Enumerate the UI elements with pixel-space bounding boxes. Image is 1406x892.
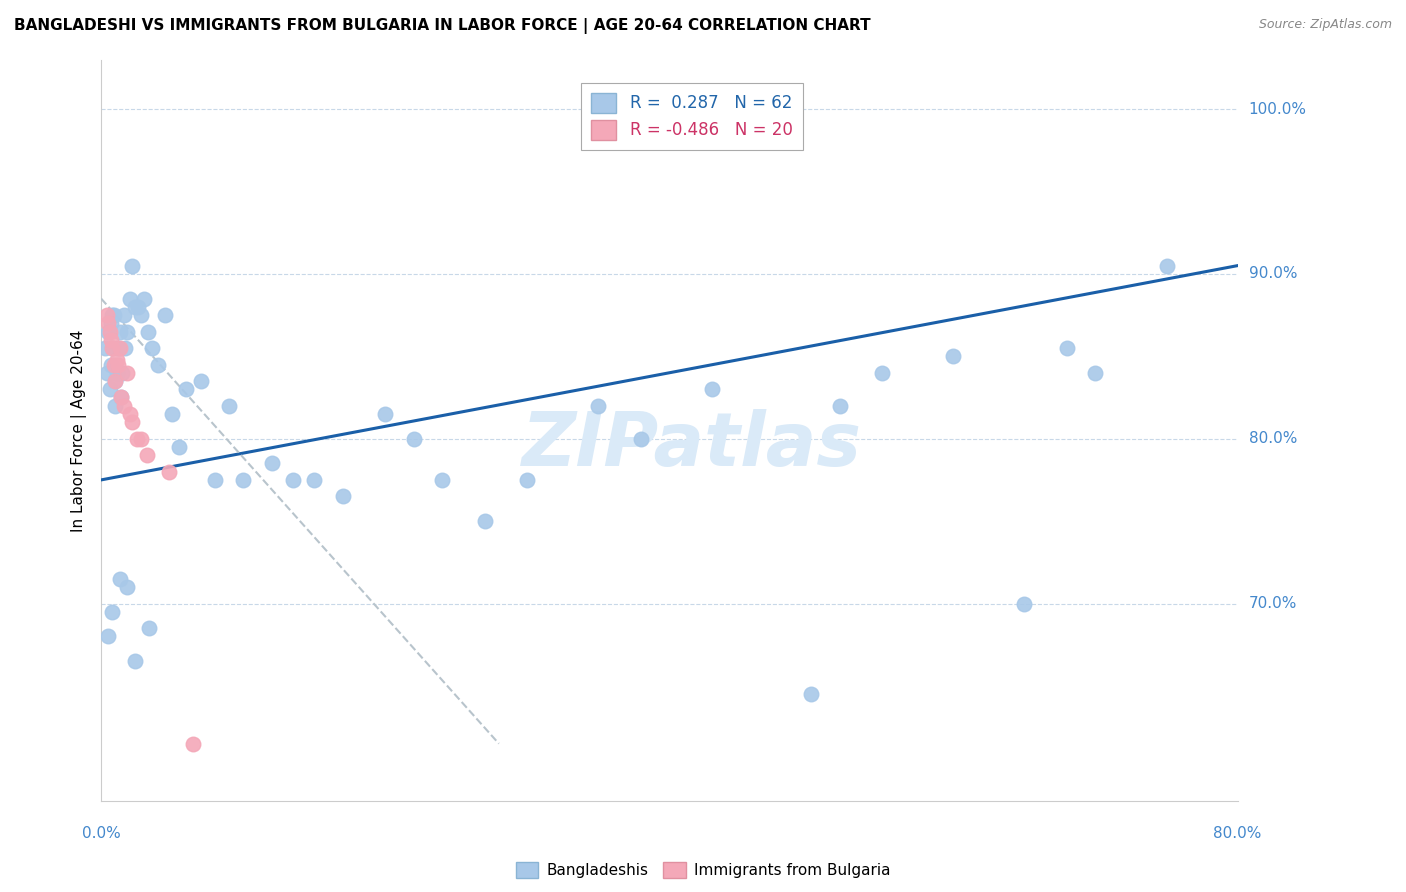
Point — [111, 366, 134, 380]
Point — [110, 391, 132, 405]
Point — [118, 407, 141, 421]
Point — [96, 308, 118, 322]
Text: BANGLADESHI VS IMMIGRANTS FROM BULGARIA IN LABOR FORCE | AGE 20-64 CORRELATION C: BANGLADESHI VS IMMIGRANTS FROM BULGARIA … — [14, 18, 870, 34]
Point — [630, 432, 652, 446]
Point — [160, 407, 183, 421]
Point — [101, 341, 124, 355]
Text: 80.0%: 80.0% — [1249, 431, 1296, 446]
Point — [101, 341, 124, 355]
Point — [98, 325, 121, 339]
Point — [124, 300, 146, 314]
Point — [97, 630, 120, 644]
Point — [105, 366, 128, 380]
Point — [110, 391, 132, 405]
Point — [167, 440, 190, 454]
Point — [118, 292, 141, 306]
Point — [129, 432, 152, 446]
Point — [204, 473, 226, 487]
Point — [108, 572, 131, 586]
Point — [1014, 597, 1036, 611]
Point — [146, 358, 169, 372]
Point — [190, 374, 212, 388]
Point — [302, 473, 325, 487]
Point — [176, 382, 198, 396]
Point — [115, 325, 138, 339]
Legend: Bangladeshis, Immigrants from Bulgaria: Bangladeshis, Immigrants from Bulgaria — [509, 856, 897, 884]
Point — [374, 407, 396, 421]
Point — [124, 654, 146, 668]
Text: 0.0%: 0.0% — [82, 826, 121, 841]
Point — [281, 473, 304, 487]
Point — [121, 259, 143, 273]
Point — [828, 399, 851, 413]
Point — [430, 473, 453, 487]
Point — [103, 358, 125, 372]
Point — [97, 316, 120, 330]
Text: ZIPatlas: ZIPatlas — [522, 409, 862, 482]
Point — [516, 473, 538, 487]
Point — [157, 465, 180, 479]
Point — [114, 341, 136, 355]
Point — [942, 349, 965, 363]
Point — [108, 325, 131, 339]
Point — [1084, 366, 1107, 380]
Point — [101, 308, 124, 322]
Legend: R =  0.287   N = 62, R = -0.486   N = 20: R = 0.287 N = 62, R = -0.486 N = 20 — [582, 83, 803, 150]
Point — [232, 473, 254, 487]
Point — [125, 432, 148, 446]
Point — [107, 358, 129, 372]
Text: Source: ZipAtlas.com: Source: ZipAtlas.com — [1258, 18, 1392, 31]
Point — [218, 399, 240, 413]
Point — [96, 366, 118, 380]
Text: 100.0%: 100.0% — [1249, 102, 1306, 117]
Point — [101, 605, 124, 619]
Point — [135, 448, 157, 462]
Point — [1056, 341, 1078, 355]
Point — [260, 457, 283, 471]
Point — [136, 325, 159, 339]
Point — [94, 341, 117, 355]
Point — [402, 432, 425, 446]
Point — [800, 687, 823, 701]
Point — [121, 415, 143, 429]
Point — [100, 333, 122, 347]
Text: 90.0%: 90.0% — [1249, 267, 1298, 281]
Point — [103, 308, 125, 322]
Point — [100, 358, 122, 372]
Point — [115, 366, 138, 380]
Text: 80.0%: 80.0% — [1213, 826, 1261, 841]
Point — [98, 382, 121, 396]
Point — [108, 341, 131, 355]
Text: 70.0%: 70.0% — [1249, 596, 1296, 611]
Point — [104, 399, 127, 413]
Point — [112, 308, 135, 322]
Y-axis label: In Labor Force | Age 20-64: In Labor Force | Age 20-64 — [72, 329, 87, 532]
Point — [141, 341, 163, 355]
Point — [129, 308, 152, 322]
Point — [183, 737, 205, 751]
Point — [100, 316, 122, 330]
Point — [97, 325, 120, 339]
Point — [872, 366, 894, 380]
Point — [700, 382, 723, 396]
Point — [474, 514, 496, 528]
Point — [153, 308, 176, 322]
Point — [104, 374, 127, 388]
Point — [332, 489, 354, 503]
Point — [1156, 259, 1178, 273]
Point — [104, 374, 127, 388]
Point — [107, 341, 129, 355]
Point — [588, 399, 610, 413]
Point — [105, 352, 128, 367]
Point — [138, 621, 160, 635]
Point — [132, 292, 155, 306]
Point — [115, 580, 138, 594]
Point — [112, 399, 135, 413]
Point — [127, 300, 149, 314]
